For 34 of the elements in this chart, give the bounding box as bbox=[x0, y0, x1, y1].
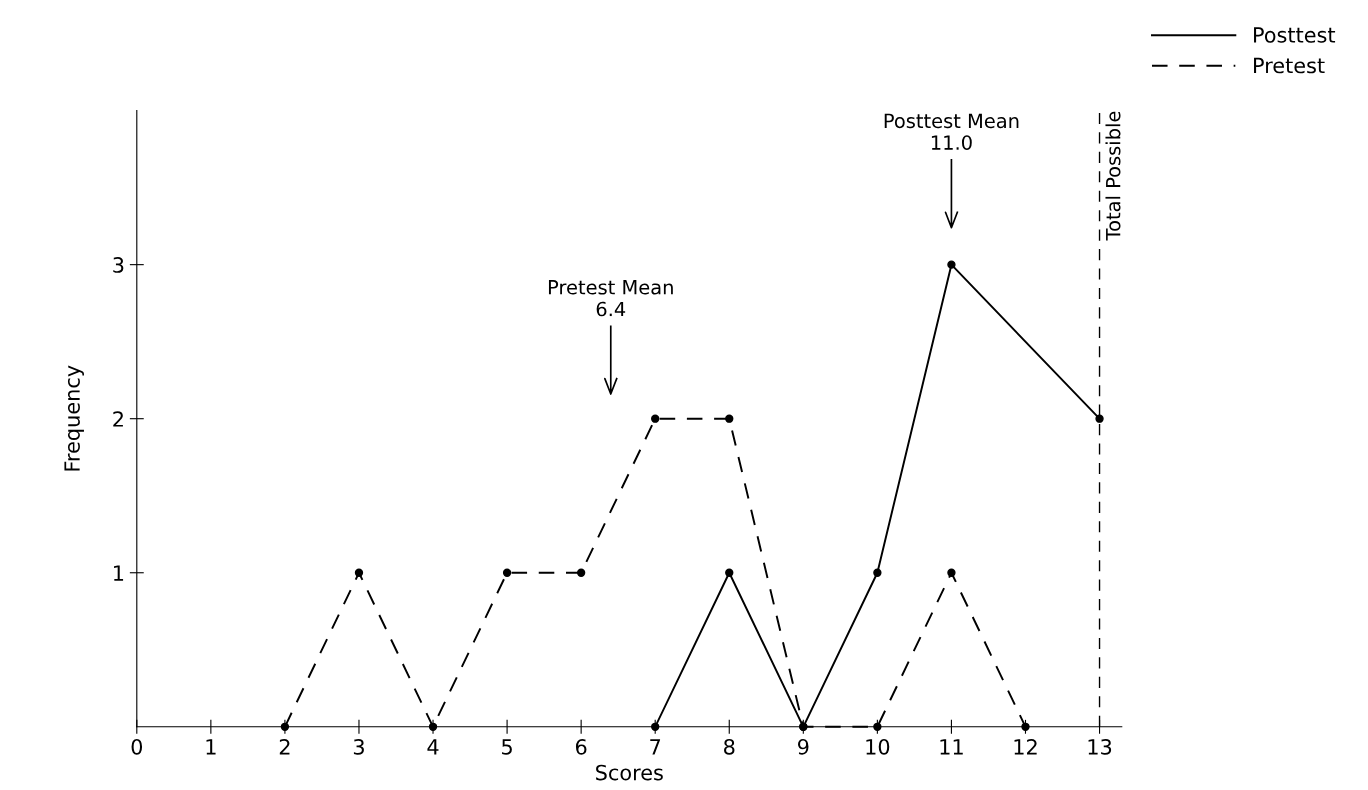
ref-line-label: Total Possible bbox=[1105, 111, 1121, 241]
point bbox=[354, 568, 364, 577]
point bbox=[725, 568, 734, 577]
x-tick-label: 12 bbox=[1014, 738, 1037, 755]
point bbox=[1095, 414, 1104, 423]
x-tick-label: 6 bbox=[575, 738, 587, 755]
legend-label: Pretest bbox=[1254, 57, 1325, 74]
ref-line-label: Pretest Mean 6.4 bbox=[548, 280, 673, 317]
y-axis-title: Frequency bbox=[64, 365, 84, 471]
x-tick-label: 0 bbox=[131, 738, 143, 755]
x-tick-label: 7 bbox=[650, 739, 661, 755]
x-tick-label: 2 bbox=[279, 738, 290, 755]
x-tick-label: 5 bbox=[502, 739, 512, 755]
point bbox=[725, 414, 734, 423]
x-tick-label: 9 bbox=[798, 738, 809, 755]
ref-line-label: Posttest Mean 11.0 bbox=[884, 113, 1019, 150]
x-tick-label: 13 bbox=[1088, 738, 1112, 755]
point bbox=[502, 568, 512, 577]
point bbox=[576, 568, 586, 577]
x-tick-label: 11 bbox=[940, 739, 963, 755]
point bbox=[873, 568, 882, 577]
x-tick-label: 3 bbox=[353, 738, 364, 755]
x-tick-label: 4 bbox=[427, 739, 439, 755]
point bbox=[947, 260, 956, 269]
y-tick-label: 3 bbox=[113, 257, 124, 273]
y-tick-label: 1 bbox=[114, 565, 124, 581]
x-axis-title: Scores bbox=[596, 764, 663, 781]
x-tick-label: 10 bbox=[866, 738, 890, 755]
legend-label: Posttest bbox=[1254, 27, 1336, 43]
point bbox=[651, 414, 660, 423]
x-tick-label: 8 bbox=[724, 738, 735, 755]
point bbox=[947, 568, 956, 577]
y-tick-label: 2 bbox=[113, 411, 123, 427]
x-tick-label: 1 bbox=[206, 739, 216, 755]
